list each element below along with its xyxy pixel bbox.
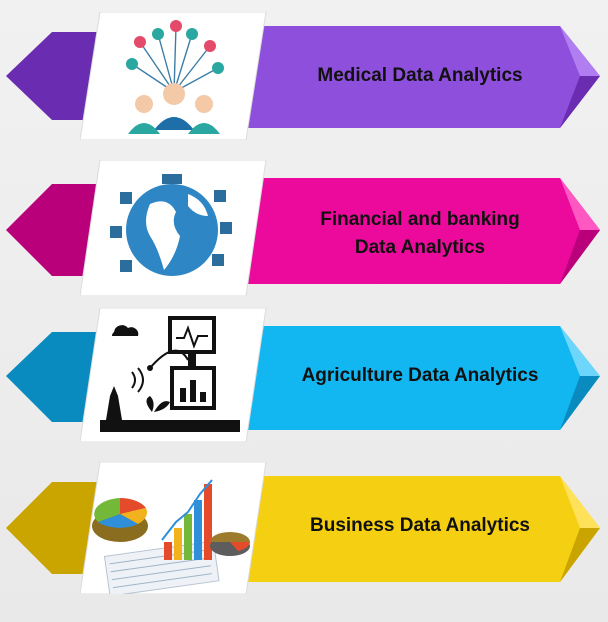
medical-team-icon [80, 12, 267, 140]
analytics-item-agriculture: Agriculture Data Analytics [0, 306, 608, 446]
business-banner [6, 476, 600, 582]
financial-label-line2: Data Analytics [354, 237, 486, 258]
agriculture-sensor-icon [80, 308, 267, 442]
medical-label: Medical Data Analytics [317, 65, 523, 86]
globe-finance-icon [80, 160, 267, 296]
agriculture-label: Agriculture Data Analytics [301, 365, 539, 386]
financial-card [80, 160, 272, 296]
financial-banner [6, 178, 600, 284]
agriculture-banner [6, 326, 600, 430]
business-label: Business Data Analytics [310, 515, 530, 536]
agriculture-card [80, 308, 272, 442]
medical-banner [6, 26, 600, 128]
business-charts-icon [80, 462, 267, 594]
analytics-item-medical: Medical Data Analytics [0, 8, 608, 148]
analytics-item-business: Business Data Analytics [0, 462, 608, 602]
analytics-item-financial: Financial and banking Data Analytics [0, 160, 608, 300]
financial-label-line1: Financial and banking [320, 209, 520, 230]
business-card [80, 462, 272, 594]
medical-card [80, 12, 272, 140]
